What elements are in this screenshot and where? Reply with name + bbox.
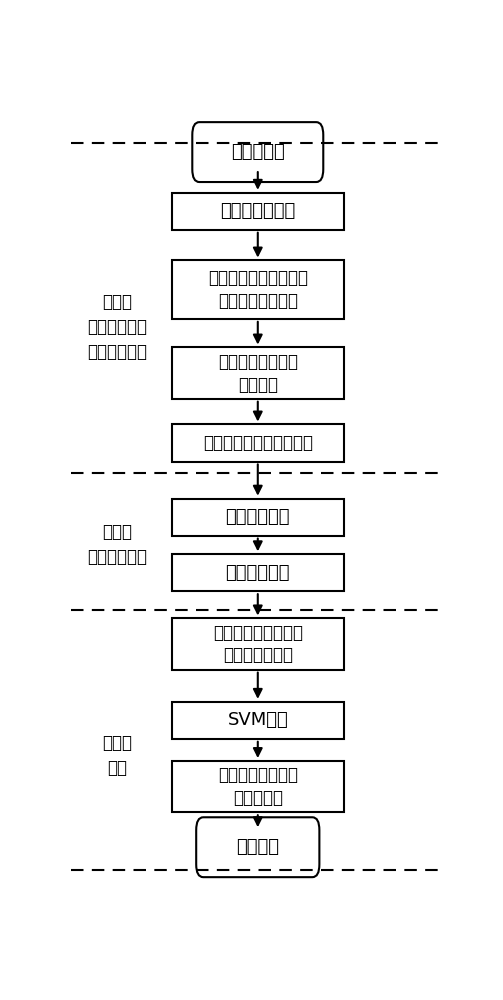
Text: 波段图像与参考图
的互信息: 波段图像与参考图 的互信息 xyxy=(218,353,298,394)
Text: 分类结果与真实地
物信息比较: 分类结果与真实地 物信息比较 xyxy=(218,766,298,807)
FancyBboxPatch shape xyxy=(172,347,344,399)
FancyBboxPatch shape xyxy=(172,554,344,591)
Text: 步骤二
经验模态分解: 步骤二 经验模态分解 xyxy=(88,523,147,566)
FancyBboxPatch shape xyxy=(172,193,344,230)
Text: 选出互信息高的波段图像: 选出互信息高的波段图像 xyxy=(203,434,313,452)
Text: SVM分类: SVM分类 xyxy=(227,711,288,729)
FancyBboxPatch shape xyxy=(172,761,344,812)
FancyBboxPatch shape xyxy=(172,499,344,536)
Text: 经验模态分解: 经验模态分解 xyxy=(225,508,290,526)
Text: 获得关键谱带，采用关
键谱带生成参考图: 获得关键谱带，采用关 键谱带生成参考图 xyxy=(208,269,308,310)
FancyBboxPatch shape xyxy=(172,424,344,462)
Text: 内固模态函数选择和
高光谱图像重构: 内固模态函数选择和 高光谱图像重构 xyxy=(213,624,303,664)
Text: 内固模态函数: 内固模态函数 xyxy=(225,564,290,582)
FancyBboxPatch shape xyxy=(172,618,344,670)
FancyBboxPatch shape xyxy=(196,817,319,877)
FancyBboxPatch shape xyxy=(172,260,344,319)
FancyBboxPatch shape xyxy=(192,122,323,182)
Text: 相邻波段互信息: 相邻波段互信息 xyxy=(220,202,295,220)
Text: 分类精度: 分类精度 xyxy=(236,838,279,856)
FancyBboxPatch shape xyxy=(172,702,344,739)
Text: 步骤一
基于参考图互
信息波段选择: 步骤一 基于参考图互 信息波段选择 xyxy=(88,293,147,361)
Text: 高光谱图像: 高光谱图像 xyxy=(231,143,285,161)
Text: 步骤三
分类: 步骤三 分类 xyxy=(103,734,132,777)
